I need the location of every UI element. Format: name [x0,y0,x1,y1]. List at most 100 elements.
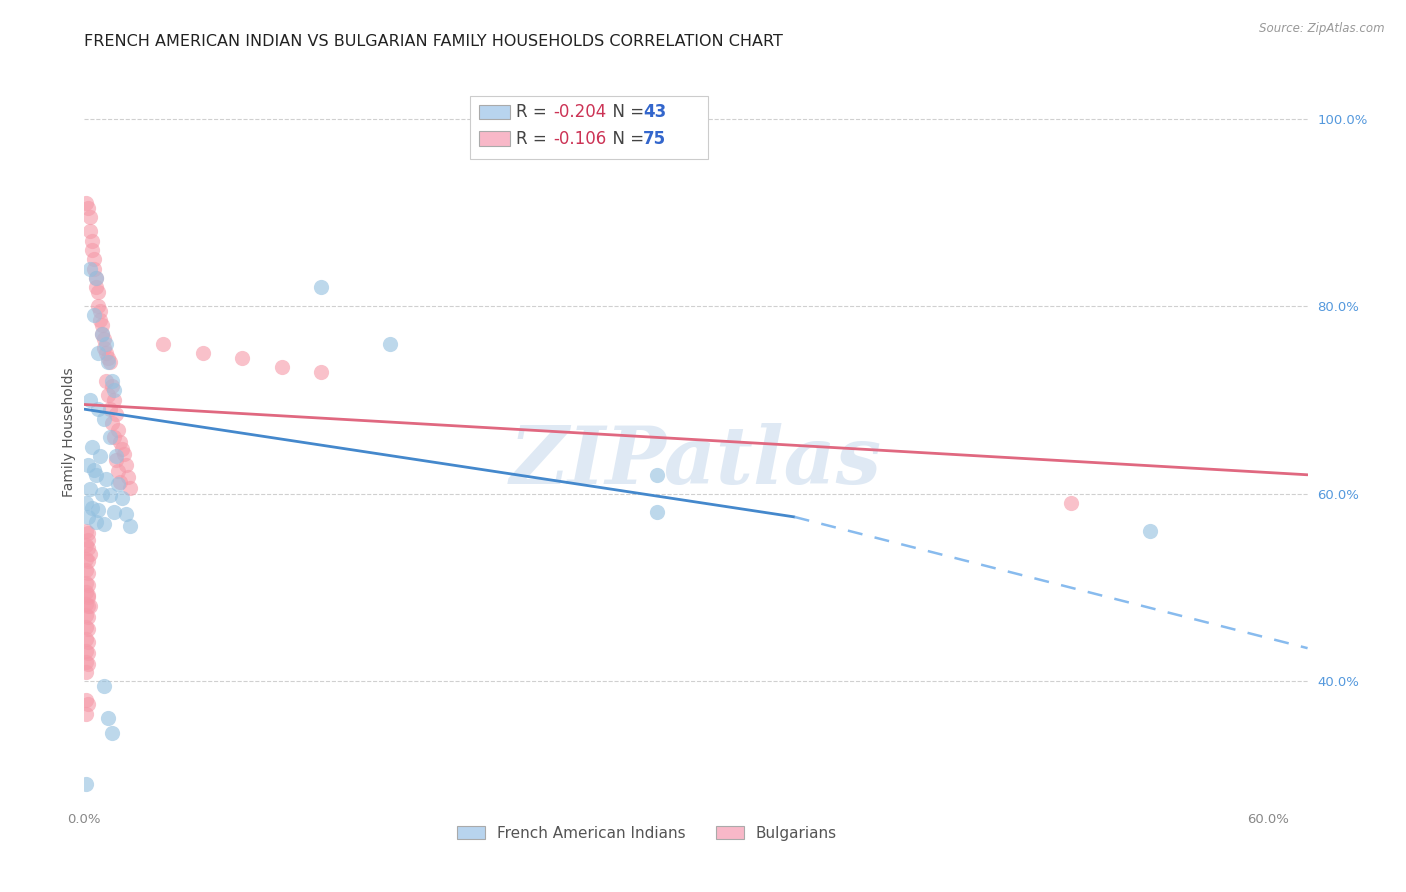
Y-axis label: Family Households: Family Households [62,368,76,498]
Point [309,365,332,379]
Point [97,388,120,402]
Point [77,646,100,660]
Point [101,378,124,392]
Point [94,336,117,351]
Point [77,623,100,637]
Point [94,473,117,487]
Point [87,346,110,360]
Point [82,440,104,454]
Point [309,280,332,294]
Point [79,210,101,224]
Point [79,392,101,407]
Point [83,463,105,477]
Point [77,525,100,540]
Point [77,634,100,648]
Point [118,481,141,495]
Point [75,706,97,721]
Point [84,271,107,285]
Point [87,299,110,313]
Point [98,402,121,417]
Point [104,449,127,463]
Point [380,336,402,351]
Point [75,692,97,706]
Point [111,491,134,506]
Point [75,575,97,590]
Point [75,619,97,633]
Point [91,486,114,500]
Point [93,679,115,693]
Text: R =: R = [516,129,553,148]
Text: N =: N = [602,129,650,148]
Point [75,665,97,679]
Point [89,449,111,463]
Point [97,711,120,725]
Point [79,548,101,562]
Point [94,346,117,360]
Text: R =: R = [516,103,553,121]
Point [75,777,97,791]
Point [104,407,127,421]
Point [75,563,97,577]
Text: N =: N = [602,103,650,121]
Point [93,341,115,355]
Point [77,657,100,672]
Point [82,234,104,248]
Point [83,252,105,267]
Point [82,243,104,257]
Point [79,261,101,276]
Point [114,507,136,521]
Point [83,309,105,323]
Point [75,655,97,669]
Point [82,500,104,515]
Text: FRENCH AMERICAN INDIAN VS BULGARIAN FAMILY HOUSEHOLDS CORRELATION CHART: FRENCH AMERICAN INDIAN VS BULGARIAN FAMI… [84,34,783,49]
Point [98,355,121,369]
Point [1139,524,1161,538]
Point [75,585,97,599]
Bar [479,131,510,146]
Text: -0.106: -0.106 [553,129,606,148]
Point [114,458,136,473]
Point [79,224,101,238]
Point [645,505,668,519]
Point [91,327,114,342]
Point [77,610,100,624]
Point [83,261,105,276]
Point [93,516,115,531]
Point [103,430,125,444]
Text: Source: ZipAtlas.com: Source: ZipAtlas.com [1260,22,1385,36]
Point [75,608,97,623]
Point [112,447,135,461]
Point [270,359,292,374]
Point [231,351,253,365]
Point [107,423,129,437]
Point [103,384,125,398]
Point [89,313,111,327]
Point [77,510,100,524]
Point [77,698,100,712]
Point [75,524,97,538]
Point [84,271,107,285]
Point [77,533,100,548]
Point [108,435,131,450]
Point [93,411,115,425]
Point [84,515,107,529]
Point [87,285,110,299]
Text: 75: 75 [644,129,666,148]
Point [108,475,131,490]
Point [75,196,97,211]
Point [77,578,100,592]
Point [87,402,110,417]
Point [1060,496,1083,510]
Point [103,505,125,519]
Point [75,496,97,510]
Bar [479,104,510,120]
Point [97,355,120,369]
Point [77,599,100,613]
Point [93,332,115,346]
Point [645,467,668,482]
Point [118,519,141,533]
Point [107,477,129,491]
Point [91,327,114,342]
Point [84,280,107,294]
Text: ZIPatlas: ZIPatlas [510,424,882,501]
